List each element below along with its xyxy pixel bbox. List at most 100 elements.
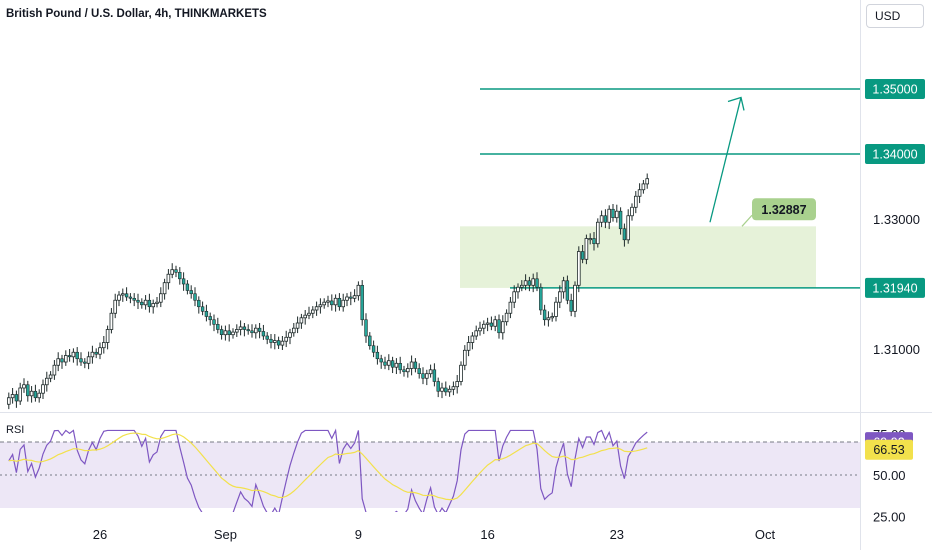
candle xyxy=(565,280,570,301)
candle xyxy=(238,326,243,330)
candle xyxy=(98,347,102,355)
candle xyxy=(440,387,444,392)
projection-arrow-head xyxy=(727,96,745,111)
candle xyxy=(432,369,437,382)
candle xyxy=(174,269,178,273)
candle xyxy=(436,381,440,392)
level-tag-text: 1.31940 xyxy=(872,281,917,295)
level-tag-text: 1.34000 xyxy=(872,148,917,162)
candle xyxy=(67,355,72,358)
candle xyxy=(428,369,433,375)
candle xyxy=(303,314,307,319)
candle xyxy=(542,309,547,321)
candle xyxy=(641,183,646,191)
candle xyxy=(421,373,425,379)
candle xyxy=(330,300,334,306)
candle xyxy=(371,345,376,353)
candle xyxy=(554,301,558,317)
candle xyxy=(162,282,167,295)
candle xyxy=(242,326,247,330)
candle xyxy=(56,358,60,366)
level-tag[interactable] xyxy=(865,79,925,99)
candle xyxy=(257,327,262,332)
level-tag[interactable] xyxy=(865,144,925,164)
candle xyxy=(405,368,410,373)
candle xyxy=(584,238,589,260)
candle xyxy=(219,329,224,335)
candle xyxy=(333,297,338,306)
candle xyxy=(451,386,456,390)
candle xyxy=(22,384,26,389)
rsi-line xyxy=(8,428,648,512)
candle xyxy=(79,358,83,363)
candle xyxy=(117,294,121,301)
candle xyxy=(60,358,64,363)
x-tick-label: Sep xyxy=(214,527,237,542)
candle xyxy=(124,293,129,298)
candle xyxy=(504,312,509,323)
callout-leader xyxy=(741,214,753,227)
candle xyxy=(539,286,543,311)
candle xyxy=(147,299,152,308)
candle xyxy=(121,293,125,296)
price-callout[interactable] xyxy=(752,198,816,221)
candle xyxy=(592,238,596,244)
candle xyxy=(577,251,581,286)
currency-selector-button[interactable]: USD xyxy=(866,4,924,28)
candle xyxy=(197,299,201,308)
candle xyxy=(29,390,34,397)
candle xyxy=(250,330,254,334)
candle xyxy=(615,210,619,219)
candle xyxy=(485,322,490,325)
candle xyxy=(352,295,357,299)
candle xyxy=(299,317,304,324)
candle xyxy=(466,342,471,351)
rsi-tick-label: 50.00 xyxy=(873,468,906,483)
projection-arrow[interactable] xyxy=(709,97,742,223)
candle xyxy=(185,283,190,291)
x-tick-label: 16 xyxy=(480,527,494,542)
candle xyxy=(208,316,212,321)
candle xyxy=(75,351,79,360)
candle xyxy=(64,355,68,363)
y-tick-label: 1.31000 xyxy=(873,342,920,357)
candle xyxy=(497,319,501,334)
candle xyxy=(508,301,513,314)
candle xyxy=(588,238,592,241)
candle xyxy=(45,377,49,386)
candle xyxy=(322,301,326,306)
candle xyxy=(253,327,258,334)
candle xyxy=(447,388,452,393)
candle xyxy=(634,195,638,208)
candle xyxy=(136,299,140,303)
candle xyxy=(550,316,554,319)
candle xyxy=(596,221,600,245)
candle xyxy=(314,306,319,311)
candle xyxy=(390,360,395,368)
demand-zone[interactable] xyxy=(460,226,816,288)
candle xyxy=(86,356,91,364)
rsi-ma-value-tag xyxy=(865,439,913,460)
candle xyxy=(409,361,414,369)
level-tag[interactable] xyxy=(865,277,925,298)
candle xyxy=(310,309,315,314)
candle xyxy=(618,210,623,230)
candle xyxy=(531,278,535,286)
candle xyxy=(375,351,380,360)
candle xyxy=(630,206,634,217)
candle xyxy=(83,361,87,364)
candle xyxy=(561,280,566,293)
candle xyxy=(462,349,467,366)
candle xyxy=(345,296,349,301)
candle xyxy=(360,284,364,321)
candle xyxy=(569,299,573,312)
candle xyxy=(18,387,22,402)
candle xyxy=(265,335,269,340)
candle xyxy=(413,361,418,369)
candle xyxy=(71,351,76,358)
candle xyxy=(337,297,342,308)
candle xyxy=(284,336,288,342)
candle xyxy=(10,394,15,399)
candle xyxy=(246,329,250,332)
